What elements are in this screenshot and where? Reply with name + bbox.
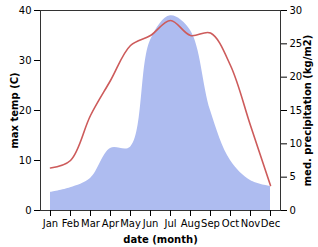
- svg-text:Mar: Mar: [81, 218, 101, 229]
- svg-text:25: 25: [290, 38, 303, 49]
- svg-text:40: 40: [19, 5, 32, 16]
- svg-text:Feb: Feb: [62, 218, 80, 229]
- svg-text:Dec: Dec: [261, 218, 280, 229]
- svg-text:15: 15: [290, 105, 303, 116]
- svg-text:0: 0: [25, 205, 31, 216]
- svg-text:Apr: Apr: [102, 218, 120, 229]
- svg-text:5: 5: [290, 171, 296, 182]
- svg-text:date (month): date (month): [123, 234, 197, 245]
- svg-text:10: 10: [19, 155, 32, 166]
- svg-text:Oct: Oct: [222, 218, 239, 229]
- svg-text:10: 10: [290, 138, 303, 149]
- svg-text:Nov: Nov: [241, 218, 261, 229]
- svg-text:Aug: Aug: [181, 218, 201, 229]
- svg-text:30: 30: [19, 55, 32, 66]
- svg-text:May: May: [120, 218, 141, 229]
- svg-text:max temp (C): max temp (C): [9, 72, 20, 148]
- svg-text:med. precipitation (kg/m2): med. precipitation (kg/m2): [302, 35, 313, 187]
- svg-text:30: 30: [290, 5, 303, 16]
- svg-text:20: 20: [19, 105, 32, 116]
- svg-text:20: 20: [290, 71, 303, 82]
- svg-text:Jun: Jun: [142, 218, 159, 229]
- svg-text:Sep: Sep: [201, 218, 220, 229]
- svg-text:Jul: Jul: [163, 218, 176, 229]
- svg-text:0: 0: [290, 205, 296, 216]
- svg-text:Jan: Jan: [42, 218, 58, 229]
